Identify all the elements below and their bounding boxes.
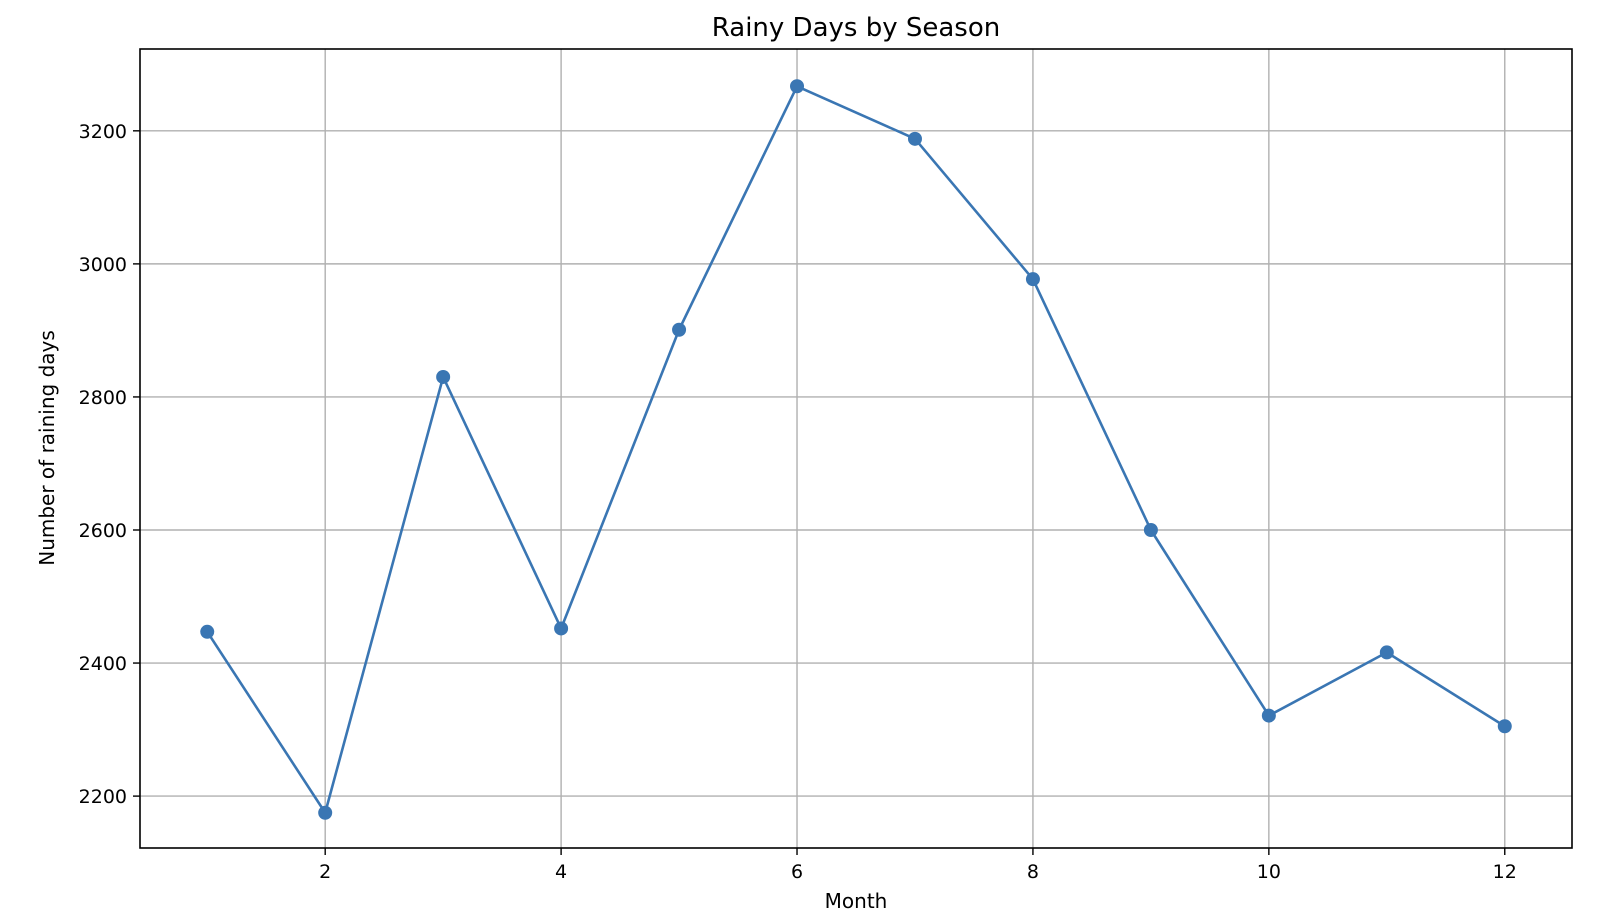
- series-layer: [200, 79, 1512, 820]
- data-point: [436, 369, 451, 384]
- y-axis-label: Number of raining days: [35, 330, 59, 566]
- series-line: [206, 84, 1506, 815]
- data-point: [790, 79, 805, 94]
- data-point: [318, 805, 333, 820]
- x-axis-label: Month: [825, 889, 888, 913]
- y-tick-label: 2200: [79, 786, 127, 808]
- y-tick-label: 3200: [79, 121, 127, 143]
- data-point: [1143, 522, 1158, 537]
- data-point: [1261, 708, 1276, 723]
- y-tick-label: 2400: [79, 653, 127, 675]
- x-tick-label: 10: [1257, 861, 1281, 883]
- x-tick-label: 2: [319, 861, 331, 883]
- chart-title: Rainy Days by Season: [712, 13, 1000, 43]
- x-tick-label: 4: [555, 861, 567, 883]
- x-tick-label: 6: [791, 861, 803, 883]
- y-axis: 2200 2400 2600 2800 3000 3200: [79, 121, 140, 808]
- plot-frame: [139, 48, 1573, 849]
- data-point: [200, 624, 215, 639]
- y-tick-label: 2600: [79, 520, 127, 542]
- grid: [140, 49, 1572, 848]
- data-point: [1379, 645, 1394, 660]
- y-tick-label: 2800: [79, 387, 127, 409]
- x-tick-label: 8: [1027, 861, 1039, 883]
- data-point: [1025, 272, 1040, 287]
- x-tick-label: 12: [1493, 861, 1517, 883]
- data-point: [1497, 719, 1512, 734]
- data-point: [907, 131, 922, 146]
- x-axis: 2 4 6 8 10 12: [319, 848, 1517, 883]
- y-tick-label: 3000: [79, 254, 127, 276]
- data-point: [554, 621, 569, 636]
- data-point: [672, 322, 687, 337]
